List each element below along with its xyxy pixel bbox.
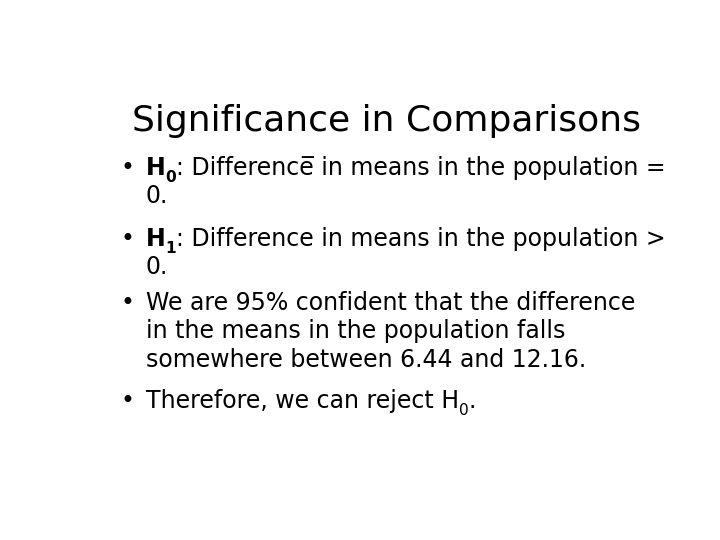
Text: •: • xyxy=(121,389,135,413)
Text: 0.: 0. xyxy=(145,184,168,208)
Text: Significance in Comparisons: Significance in Comparisons xyxy=(132,104,641,138)
Text: somewhere between 6.44 and 12.16.: somewhere between 6.44 and 12.16. xyxy=(145,348,586,372)
Text: H: H xyxy=(145,227,166,251)
Text: 0: 0 xyxy=(166,171,176,185)
Text: •: • xyxy=(121,291,135,315)
Text: Therefore, we can reject H: Therefore, we can reject H xyxy=(145,389,459,413)
Text: 1: 1 xyxy=(166,241,176,256)
Text: .: . xyxy=(469,389,476,413)
Text: 0.: 0. xyxy=(145,255,168,279)
Text: We are 95% confident that the difference: We are 95% confident that the difference xyxy=(145,291,635,315)
Text: : Difference in means in the population >: : Difference in means in the population … xyxy=(176,227,666,251)
Text: 0: 0 xyxy=(459,403,469,418)
Text: in the means in the population falls: in the means in the population falls xyxy=(145,319,565,343)
Text: •: • xyxy=(121,156,135,180)
Text: : Difference̅ in means in the population =: : Difference̅ in means in the population… xyxy=(176,156,666,180)
Text: H: H xyxy=(145,156,166,180)
Text: •: • xyxy=(121,227,135,251)
